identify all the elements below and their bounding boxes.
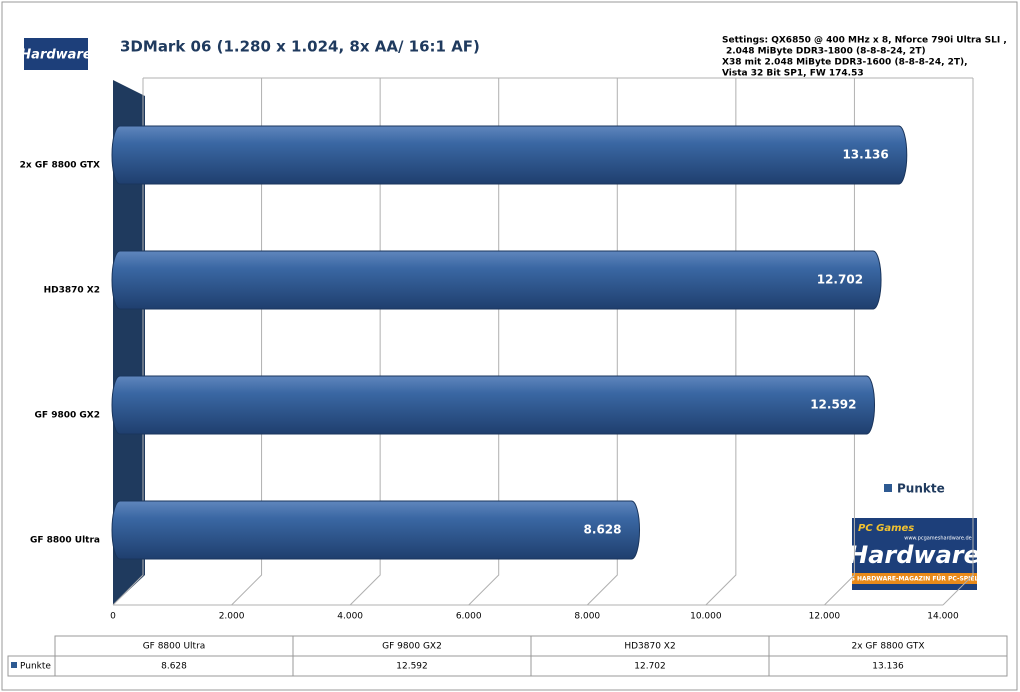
bar [111, 375, 876, 435]
settings-text: Settings: QX6850 @ 400 MHz x 8, Nforce 7… [722, 36, 1007, 46]
grid-line [705, 78, 737, 606]
settings-text: Vista 32 Bit SP1, FW 174.53 [722, 69, 864, 79]
table-header: GF 8800 Ultra [143, 642, 206, 652]
table-cell: 12.702 [634, 662, 666, 672]
x-tick-label: 6.000 [456, 612, 482, 622]
bar [111, 125, 908, 185]
chart-title: 3DMark 06 (1.280 x 1.024, 8x AA/ 16:1 AF… [120, 38, 480, 56]
x-tick-label: 2.000 [219, 612, 245, 622]
logo-url: www.pcgameshardware.de [904, 536, 972, 542]
x-tick-label: 8.000 [574, 612, 600, 622]
legend-swatch [884, 484, 892, 492]
settings-text: X38 mit 2.048 MiByte DDR3-1600 (8-8-8-24… [722, 58, 968, 68]
table-header: HD3870 X2 [624, 642, 675, 652]
table-header: 2x GF 8800 GTX [851, 642, 924, 652]
y-tick-label: GF 9800 GX2 [35, 411, 100, 421]
y-tick-label: HD3870 X2 [44, 286, 100, 296]
x-tick-label: 12.000 [809, 612, 841, 622]
bar [111, 500, 640, 560]
grid-line [112, 78, 144, 606]
bar [111, 250, 882, 310]
table-cell: 13.136 [872, 662, 904, 672]
table-swatch [11, 662, 17, 668]
table-cell: 8.628 [161, 662, 187, 672]
table-header: GF 9800 GX2 [382, 642, 442, 652]
y-tick-label: 2x GF 8800 GTX [20, 161, 100, 171]
table-cell: 12.592 [396, 662, 428, 672]
x-tick-label: 10.000 [690, 612, 722, 622]
logo-name: Hardware [20, 48, 92, 63]
logo-small: Hardware [20, 38, 92, 70]
grid-line [468, 78, 500, 606]
logo-brand: PC Games [858, 523, 914, 534]
x-tick-label: 14.000 [927, 612, 959, 622]
value-label: 12.592 [810, 398, 856, 412]
value-label: 8.628 [584, 523, 622, 537]
value-label: 12.702 [817, 273, 863, 287]
logo-big: PC Games www.pcgameshardware.de Hardware… [841, 518, 987, 590]
settings-text: 2.048 MiByte DDR3-1800 (8-8-8-24, 2T) [726, 47, 926, 57]
left-wall [113, 80, 145, 605]
value-label: 13.136 [842, 148, 888, 162]
legend-label: Punkte [897, 482, 945, 496]
y-tick-label: GF 8800 Ultra [30, 536, 100, 546]
table-row-label: Punkte [20, 662, 51, 672]
x-tick-label: 0 [110, 612, 116, 622]
logo-name: Hardware [848, 541, 980, 569]
grid-line [824, 78, 855, 606]
x-tick-label: 4.000 [337, 612, 363, 622]
grid-line [942, 78, 974, 606]
grid-line [349, 78, 381, 606]
grid-line [231, 78, 263, 606]
grid-line [586, 78, 618, 606]
logo-tagline: DAS HARDWARE-MAGAZIN FÜR PC-SPIELER [841, 576, 987, 583]
